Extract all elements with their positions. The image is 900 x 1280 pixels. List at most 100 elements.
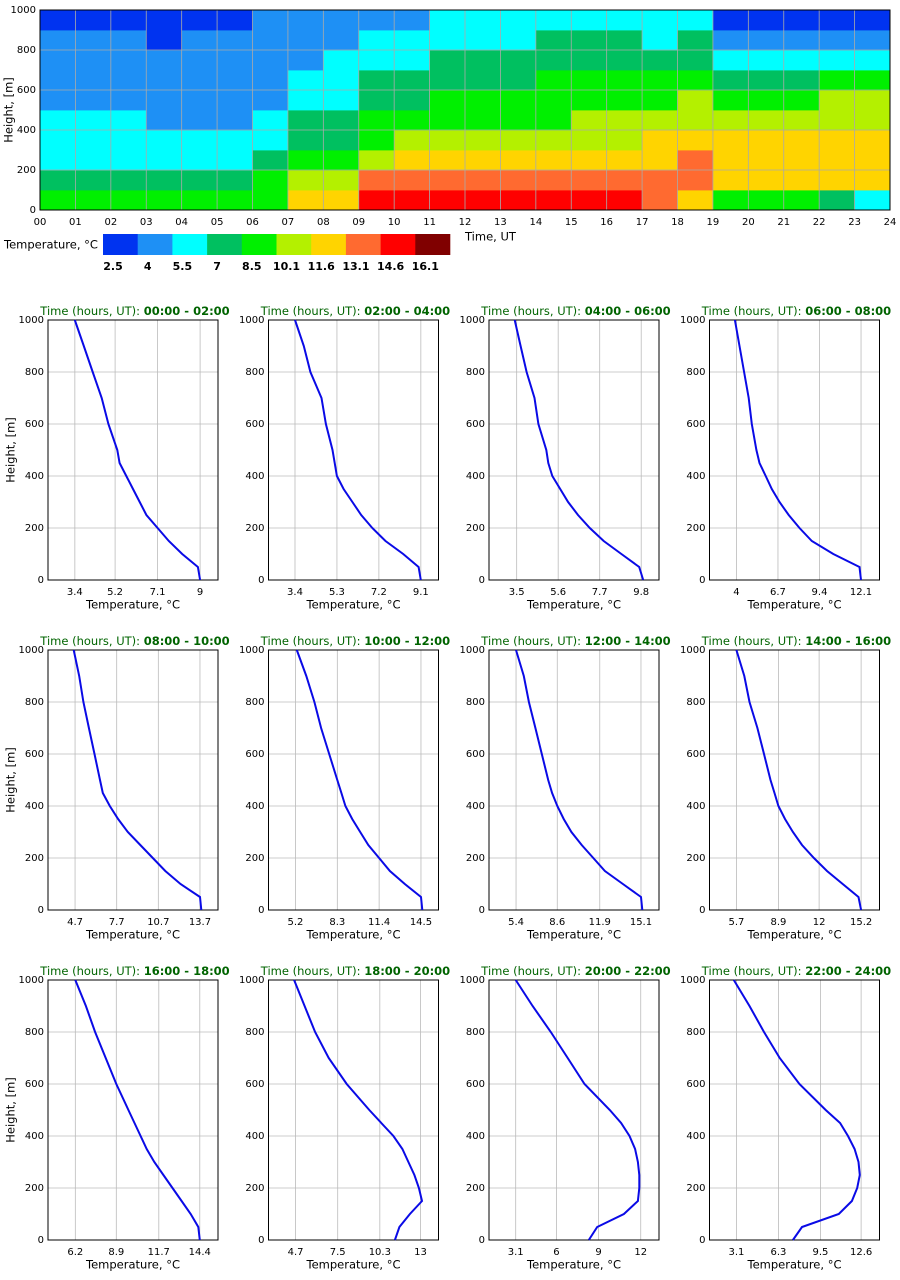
y-tick-label: 800	[466, 1027, 485, 1038]
title-prefix: Time (hours, UT):	[260, 304, 361, 318]
heat-cell	[252, 110, 289, 131]
x-tick-label: 7.7	[109, 917, 125, 928]
x-axis-label: Temperature, °C	[306, 1258, 401, 1272]
colorbar-tick-label: 2.5	[103, 260, 123, 273]
heat-cell	[465, 190, 501, 211]
x-tick-label: 01	[69, 217, 82, 228]
title-period: 08:00 - 10:00	[144, 634, 230, 648]
y-tick-label: 200	[25, 523, 44, 534]
chart-title: Time (hours, UT): 02:00 - 04:00	[260, 304, 450, 318]
x-tick-label: 14.5	[410, 917, 432, 928]
x-tick-label: 8.9	[108, 1247, 124, 1258]
heat-cell	[75, 130, 112, 151]
heat-cell	[783, 10, 820, 31]
title-prefix: Time (hours, UT):	[701, 304, 802, 318]
y-tick-label: 800	[686, 367, 705, 378]
heat-cell	[40, 190, 76, 211]
title-period: 12:00 - 14:00	[585, 634, 671, 648]
heat-cell	[217, 30, 253, 51]
heat-cell	[500, 190, 537, 211]
heat-cell	[748, 30, 785, 51]
x-tick-label: 02	[104, 217, 117, 228]
y-tick-label: 800	[245, 697, 264, 708]
heat-cell	[748, 90, 785, 111]
x-tick-label: 3.5	[509, 587, 525, 598]
y-axis-label: Height, [m]	[4, 1077, 18, 1143]
title-period: 10:00 - 12:00	[364, 634, 450, 648]
title-prefix: Time (hours, UT):	[480, 634, 581, 648]
heat-cell	[748, 50, 785, 71]
title-prefix: Time (hours, UT):	[480, 964, 581, 978]
heat-cell	[394, 30, 430, 51]
y-tick-label: 0	[38, 905, 44, 916]
heat-cell	[110, 10, 147, 31]
heat-cell	[535, 70, 572, 91]
x-axis-label: Temperature, °C	[85, 1258, 180, 1272]
heat-cell	[146, 170, 183, 191]
x-tick-label: 14.4	[189, 1247, 211, 1258]
x-axis-label: Temperature, °C	[526, 928, 621, 942]
heat-cell	[287, 10, 324, 31]
heat-cell	[642, 170, 678, 191]
colorbar-tick-label: 4	[144, 260, 152, 273]
heat-cell	[252, 190, 289, 211]
heat-cell	[394, 190, 430, 211]
heat-cell	[287, 130, 324, 151]
heat-cell	[712, 30, 749, 51]
x-tick-label: 5.2	[288, 917, 304, 928]
x-tick-label: 9.5	[812, 1247, 828, 1258]
heat-cell	[535, 10, 572, 31]
y-tick-label: 200	[686, 1183, 705, 1194]
y-tick-label: 400	[245, 801, 264, 812]
chart-title: Time (hours, UT): 12:00 - 14:00	[480, 634, 670, 648]
heat-cell	[500, 130, 537, 151]
y-tick-label: 400	[466, 471, 485, 482]
profile-line	[294, 319, 422, 581]
y-tick-label: 200	[466, 853, 485, 864]
y-tick-label: 1000	[19, 315, 44, 326]
heat-cell	[854, 10, 891, 31]
x-tick-label: 5.3	[329, 587, 345, 598]
heat-cell	[712, 70, 749, 91]
y-tick-label: 0	[699, 575, 705, 586]
heat-cell	[748, 170, 785, 191]
x-tick-label: 13	[414, 1247, 427, 1258]
heat-cell	[500, 150, 537, 171]
x-tick-label: 13.7	[189, 917, 211, 928]
colorbar-tick-label: 5.5	[173, 260, 193, 273]
heat-cell	[819, 50, 855, 71]
heat-cell	[181, 30, 218, 51]
heat-cell	[217, 150, 253, 171]
x-tick-label: 5.4	[508, 917, 524, 928]
y-tick-label: 200	[17, 165, 36, 176]
x-tick-label: 8.6	[549, 917, 565, 928]
heat-cell	[110, 170, 147, 191]
chart-title: Time (hours, UT): 10:00 - 12:00	[260, 634, 450, 648]
heat-cell	[854, 50, 891, 71]
y-tick-label: 200	[466, 1183, 485, 1194]
y-tick-label: 400	[686, 801, 705, 812]
chart-title: Time (hours, UT): 06:00 - 08:00	[701, 304, 891, 318]
y-tick-label: 800	[245, 367, 264, 378]
heat-cell	[677, 30, 714, 51]
y-axis-label: Height, [m]	[4, 417, 18, 483]
heat-cell	[465, 110, 501, 131]
profile-line	[732, 979, 861, 1241]
heat-cell	[217, 110, 253, 131]
heat-cell	[500, 50, 537, 71]
y-tick-label: 0	[479, 1235, 485, 1246]
heat-cell	[429, 130, 466, 151]
x-tick-label: 9.4	[812, 587, 828, 598]
y-tick-label: 800	[25, 697, 44, 708]
heat-cell	[394, 90, 430, 111]
heat-cell	[323, 110, 360, 131]
profile-line	[74, 979, 201, 1241]
x-tick-label: 15.1	[630, 917, 652, 928]
heat-cell	[571, 150, 608, 171]
heat-cell	[642, 190, 678, 211]
heat-cell	[571, 130, 608, 151]
x-tick-label: 05	[211, 217, 224, 228]
heat-cell	[323, 50, 360, 71]
heat-cell	[819, 10, 855, 31]
